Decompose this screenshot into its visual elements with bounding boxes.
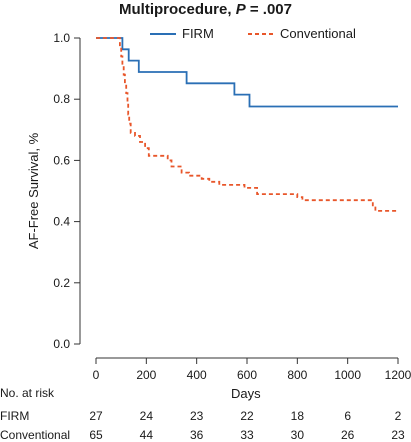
- risk-cell: 36: [189, 428, 204, 442]
- title-main: Multiprocedure,: [119, 1, 232, 18]
- chart-title: Multiprocedure, P = .007: [0, 0, 411, 20]
- title-p-value: = .007: [249, 1, 292, 18]
- x-tick-label: 0: [93, 368, 100, 382]
- x-tick-label: 1000: [334, 368, 361, 382]
- risk-cell: 18: [290, 409, 305, 423]
- risk-cell: 33: [240, 428, 254, 442]
- title-p-symbol: P: [235, 1, 246, 18]
- risk-table-header: No. at risk: [0, 386, 55, 400]
- y-axis-label: AF-Free Survival, %: [26, 132, 41, 249]
- y-tick-label: 0.2: [53, 276, 70, 290]
- risk-cell: 44: [139, 428, 154, 442]
- y-tick-label: 0.0: [53, 337, 70, 351]
- risk-cell: 2: [394, 409, 402, 423]
- y-tick-label: 0.6: [53, 153, 70, 167]
- x-tick-label: 400: [187, 368, 207, 382]
- y-tick-label: 0.8: [53, 92, 70, 106]
- risk-cell: 27: [89, 409, 103, 423]
- risk-cell: 23: [189, 409, 204, 423]
- y-tick-label: 1.0: [53, 31, 70, 45]
- risk-row-label: Conventional: [0, 428, 71, 442]
- risk-row-label: FIRM: [0, 409, 30, 423]
- y-tick-label: 0.4: [53, 215, 70, 229]
- legend-label-conventional: Conventional: [280, 26, 356, 41]
- series-line-conventional: [96, 37, 398, 212]
- series-line-firm: [96, 37, 398, 108]
- risk-cell: 26: [340, 428, 355, 442]
- x-tick-label: 200: [136, 368, 156, 382]
- risk-cell: 65: [89, 428, 103, 442]
- risk-cell: 23: [391, 428, 405, 442]
- risk-cell: 6: [344, 409, 351, 423]
- x-tick-label: 1200: [385, 368, 411, 382]
- x-tick-label: 600: [237, 368, 257, 382]
- x-tick-label: 800: [287, 368, 307, 382]
- legend-label-firm: FIRM: [182, 26, 214, 41]
- risk-cell: 30: [290, 428, 305, 442]
- risk-cell: 24: [139, 409, 154, 423]
- x-axis-label: Days: [231, 386, 261, 401]
- risk-cell: 22: [240, 409, 254, 423]
